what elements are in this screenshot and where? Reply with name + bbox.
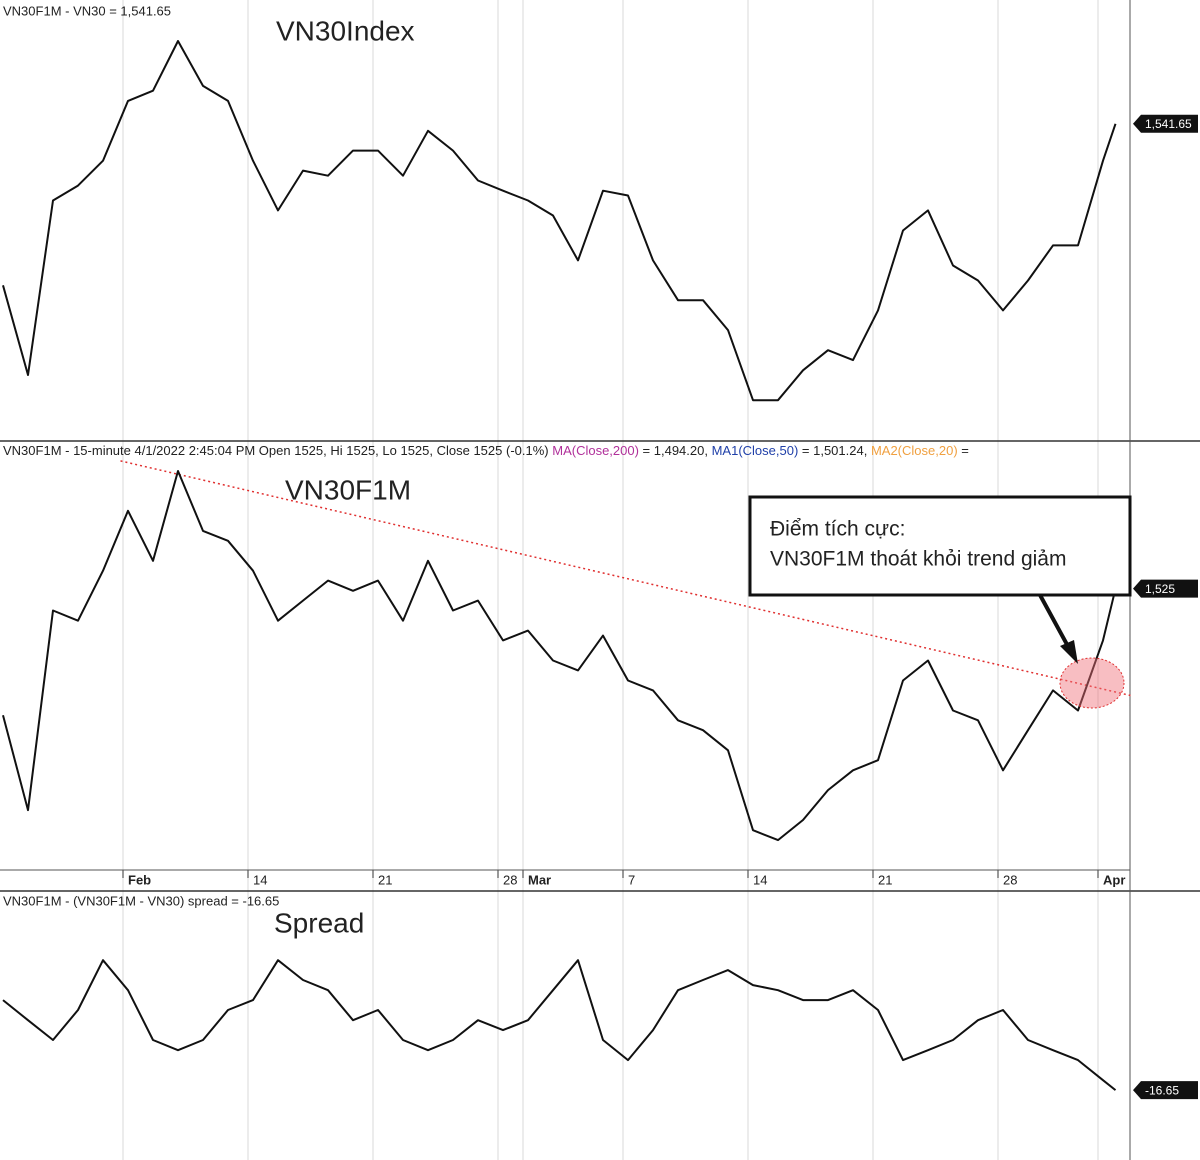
ma-value: = 1,501.24,: [798, 443, 871, 458]
panel-header: VN30F1M - VN30 = 1,541.65: [3, 3, 171, 18]
annotation-arrowhead: [1060, 640, 1078, 664]
price-line: [2, 959, 1117, 1091]
annotation-text: VN30F1M thoát khỏi trend giảm: [770, 548, 1066, 571]
ma-value: =: [958, 443, 969, 458]
x-tick-label: 28: [1003, 872, 1017, 887]
price-line: [2, 470, 1117, 842]
price-line: [2, 40, 1117, 402]
panel-title: VN30Index: [276, 15, 415, 46]
marks: 1,541.65 1,525 -16.65: [2, 40, 1198, 1100]
x-tick-label: 21: [378, 872, 392, 887]
ma-name: MA2(Close,20): [871, 443, 958, 458]
ma-name: MA(Close,200): [552, 443, 639, 458]
x-tick-label: Apr: [1103, 872, 1125, 887]
ma-value: = 1,494.20,: [639, 443, 712, 458]
last-value-label: 1,541.65: [1145, 117, 1192, 131]
panel-header: VN30F1M - 15-minute 4/1/2022 2:45:04 PM …: [3, 443, 969, 458]
x-tick-label: 21: [878, 872, 892, 887]
x-tick-label: 14: [253, 872, 267, 887]
grid: Feb 14 21 28 Mar 7 14 21 28 Apr: [122, 0, 1125, 1160]
annotation-box: [748, 495, 1132, 597]
x-tick-label: 7: [628, 872, 635, 887]
highlight-circle: [1059, 657, 1125, 709]
x-tick-label: Mar: [528, 872, 551, 887]
annotation-text: Điểm tích cực:: [770, 518, 905, 541]
panel-title: Spread: [274, 907, 364, 938]
header-text: VN30F1M - 15-minute 4/1/2022 2:45:04 PM …: [3, 443, 549, 458]
ma-name: MA1(Close,50): [712, 443, 799, 458]
last-value-tag: [1133, 1081, 1198, 1100]
last-value-tag: [1133, 114, 1198, 133]
last-value-label: -16.65: [1145, 1083, 1179, 1097]
panel-title: VN30F1M: [285, 474, 411, 505]
x-tick-label: 28: [503, 872, 517, 887]
x-tick-label: 14: [753, 872, 767, 887]
panel-header: VN30F1M - (VN30F1M - VN30) spread = -16.…: [3, 893, 279, 908]
annotation-arrow: [1038, 594, 1072, 651]
last-value-label: 1,525: [1145, 582, 1175, 596]
x-tick-label: Feb: [128, 872, 151, 887]
last-value-tag: [1133, 579, 1198, 598]
